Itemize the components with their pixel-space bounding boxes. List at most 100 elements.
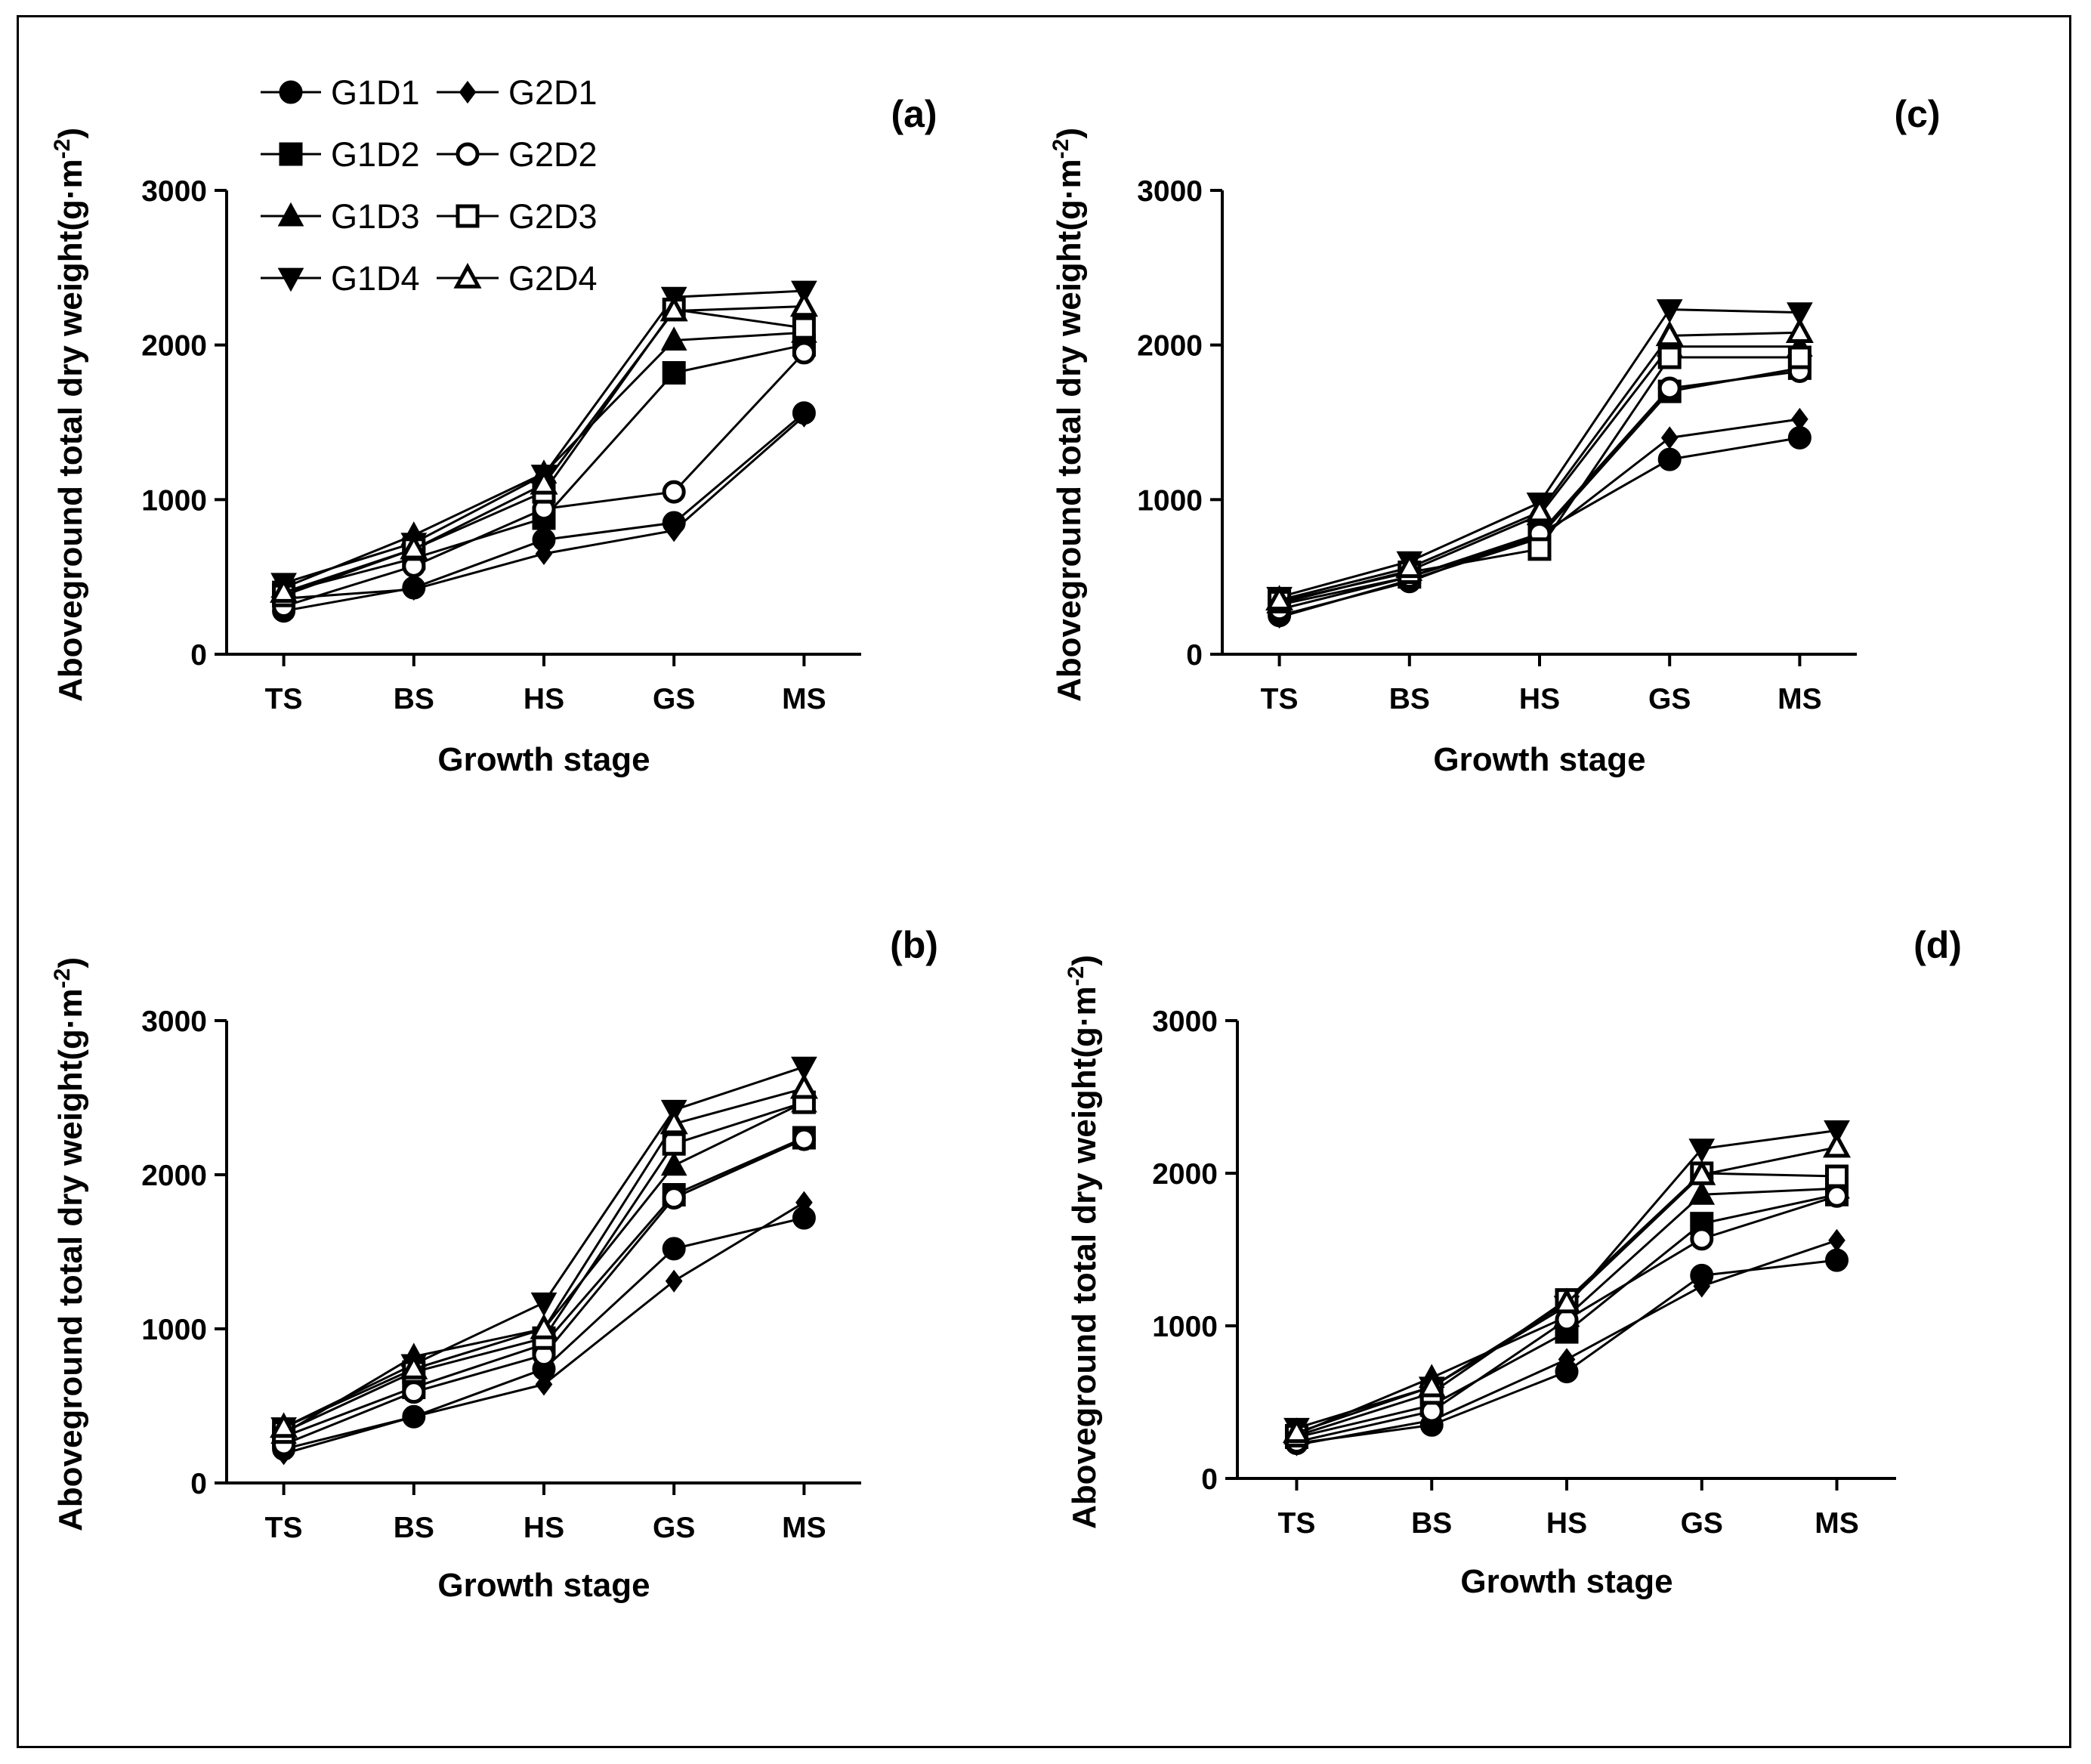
y-axis-label-text: Aboveground total dry weight(g·m: [52, 988, 89, 1531]
x-axis-label: Growth stage: [437, 1567, 650, 1604]
data-point: [1791, 407, 1808, 431]
x-tick-label: MS: [1815, 1507, 1859, 1540]
data-point: [1693, 1274, 1711, 1298]
data-point: [270, 576, 298, 603]
y-axis-label-close: ): [52, 957, 89, 969]
x-tick-label: MS: [782, 1512, 826, 1544]
y-tick-label: 0: [1186, 639, 1203, 672]
data-point: [665, 1269, 683, 1293]
y-axis-label-superscript: -2: [1064, 966, 1089, 987]
series-line: [1279, 356, 1800, 603]
y-axis-label: Aboveground total dry weight(g·m-2): [1049, 128, 1088, 702]
panel-d: 0 1000 2000 3000 TS BS HS GS MS Growth stage Above…: [1064, 924, 1962, 1600]
y-tick-label: 3000: [141, 1006, 207, 1038]
legend-entry: G2D3: [437, 197, 598, 236]
data-point: [1823, 1132, 1852, 1158]
data-point: [1657, 376, 1682, 400]
data-point: [1688, 1180, 1716, 1205]
data-point: [662, 1132, 686, 1156]
data-point: [1825, 1164, 1849, 1188]
x-tick-label: GS: [1681, 1507, 1723, 1540]
data-point: [789, 291, 818, 317]
data-point: [270, 1412, 298, 1438]
legend-marker: [459, 80, 477, 104]
data-point: [1787, 345, 1811, 369]
legend-entry: G2D1: [437, 73, 598, 112]
legend-marker: [279, 80, 303, 104]
data-point: [662, 480, 686, 504]
x-tick-label: BS: [1411, 1507, 1452, 1540]
panel-b: 0 1000 2000 3000 TS BS HS GS MS Growth stage Above…: [50, 924, 938, 1604]
data-point: [1282, 1417, 1311, 1444]
y-axis-label-superscript: -2: [1049, 139, 1073, 159]
series-G2D4: [270, 1073, 818, 1438]
panel-a: 0 1000 2000 3000 TS BS HS GS MS Growth stage Above…: [50, 73, 937, 778]
series-line: [1279, 345, 1800, 604]
data-point: [659, 1108, 688, 1135]
series-line: [1279, 366, 1800, 606]
data-point: [1660, 426, 1679, 449]
y-axis-label: Aboveground total dry weight(g·m-2): [50, 957, 89, 1531]
x-tick-label: MS: [1778, 683, 1822, 715]
x-tick-label: HS: [1546, 1507, 1587, 1540]
y-axis-label-superscript: -2: [50, 969, 75, 989]
y-axis-label-close: ): [52, 128, 89, 139]
panel-label: (d): [1913, 924, 1962, 966]
data-point: [530, 1313, 558, 1339]
data-point: [1825, 1248, 1849, 1272]
data-point: [1785, 317, 1814, 344]
legend-entry: G1D1: [261, 73, 420, 112]
panel-label: (b): [890, 924, 938, 966]
legend-label: G1D3: [331, 197, 420, 236]
x-tick-label: HS: [524, 683, 564, 715]
y-tick-label: 2000: [141, 1160, 207, 1192]
data-point: [792, 341, 816, 365]
legend-marker: [453, 262, 482, 289]
x-tick-label: TS: [265, 683, 303, 715]
data-point: [1417, 1371, 1446, 1398]
x-tick-label: TS: [1278, 1507, 1316, 1540]
data-point: [665, 519, 683, 542]
panel-c: 0 1000 2000 3000 TS BS HS GS MS Growth stage Above…: [1049, 93, 1941, 778]
data-point: [405, 577, 423, 601]
x-axis-label: Growth stage: [1433, 741, 1645, 778]
data-point: [662, 1186, 686, 1210]
data-point: [1787, 302, 1813, 326]
legend-marker: [456, 142, 480, 166]
x-tick-label: TS: [1261, 683, 1299, 715]
y-tick-label: 0: [190, 1468, 207, 1500]
y-tick-label: 3000: [1137, 175, 1203, 208]
x-tick-label: HS: [524, 1512, 564, 1544]
data-point: [1655, 320, 1684, 347]
y-tick-label: 1000: [1137, 484, 1203, 517]
legend-label: G2D1: [508, 73, 598, 112]
data-point: [1558, 1348, 1576, 1371]
data-point: [1657, 345, 1682, 369]
y-tick-label: 1000: [141, 484, 207, 517]
y-tick-label: 1000: [1152, 1311, 1218, 1343]
x-tick-label: GS: [1648, 683, 1691, 715]
data-point: [1552, 1287, 1581, 1314]
data-point: [1525, 496, 1554, 523]
panel-label: (c): [1894, 93, 1940, 135]
y-tick-label: 1000: [141, 1314, 207, 1346]
x-tick-label: TS: [265, 1512, 303, 1544]
data-point: [792, 1127, 816, 1151]
legend-marker: [277, 267, 304, 292]
data-point: [1657, 447, 1682, 471]
y-axis-label-text: Aboveground total dry weight(g·m: [1051, 159, 1088, 702]
series-G2D3: [1268, 345, 1811, 613]
x-tick-label: GS: [653, 683, 695, 715]
legend-entry: G2D2: [437, 135, 598, 174]
data-point: [1265, 585, 1294, 611]
data-point: [795, 1191, 813, 1214]
legend-label: G2D3: [508, 197, 598, 236]
data-point: [659, 295, 688, 322]
data-point: [535, 1373, 553, 1396]
panel-label: (a): [891, 93, 937, 135]
x-tick-label: BS: [394, 1512, 434, 1544]
series-G2D4: [1265, 317, 1814, 611]
y-tick-label: 2000: [1137, 330, 1203, 363]
